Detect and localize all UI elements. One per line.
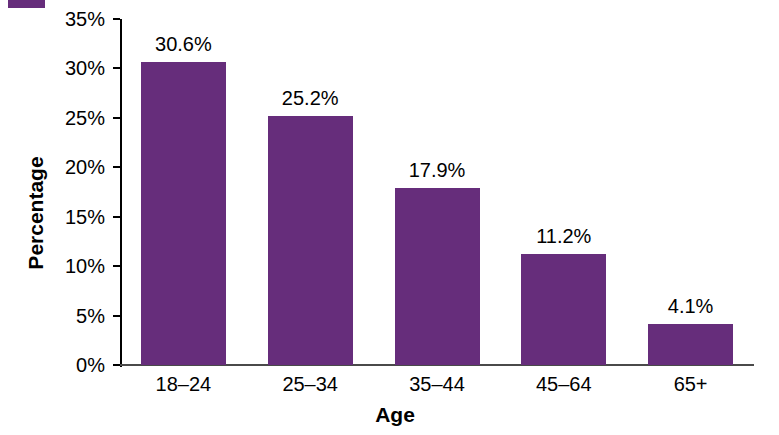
y-tick-mark <box>113 117 120 119</box>
bar <box>268 116 353 365</box>
bar-value-label: 30.6% <box>123 32 243 56</box>
y-tick-label: 15% <box>35 205 105 229</box>
x-tick-label: 45–64 <box>501 372 627 396</box>
x-tick-label: 65+ <box>628 372 754 396</box>
y-tick-label: 20% <box>35 155 105 179</box>
y-tick-mark <box>113 315 120 317</box>
y-tick-label: 10% <box>35 254 105 278</box>
bar-chart-figure: Percentage 0%5%10%15%20%25%30%35% 30.6%2… <box>0 0 779 435</box>
x-tick-label: 25–34 <box>247 372 373 396</box>
y-tick-mark <box>113 216 120 218</box>
bar-value-label: 11.2% <box>504 224 624 248</box>
y-tick-label: 30% <box>35 56 105 80</box>
x-axis-title: Age <box>330 403 460 427</box>
bar-value-label: 17.9% <box>377 158 497 182</box>
bar <box>648 324 733 365</box>
x-tick-label: 18–24 <box>120 372 246 396</box>
y-axis-line <box>120 19 122 367</box>
x-tick-label: 35–44 <box>374 372 500 396</box>
y-tick-mark <box>113 67 120 69</box>
bar <box>521 254 606 365</box>
bar-value-label: 25.2% <box>250 86 370 110</box>
y-tick-label: 5% <box>35 304 105 328</box>
bar <box>141 62 226 365</box>
y-tick-label: 35% <box>35 7 105 31</box>
y-tick-mark <box>113 18 120 20</box>
y-tick-label: 25% <box>35 106 105 130</box>
y-tick-label: 0% <box>35 353 105 377</box>
y-tick-mark <box>113 265 120 267</box>
bar <box>395 188 480 365</box>
y-tick-mark <box>113 166 120 168</box>
bar-value-label: 4.1% <box>631 294 751 318</box>
y-tick-mark <box>113 364 120 366</box>
